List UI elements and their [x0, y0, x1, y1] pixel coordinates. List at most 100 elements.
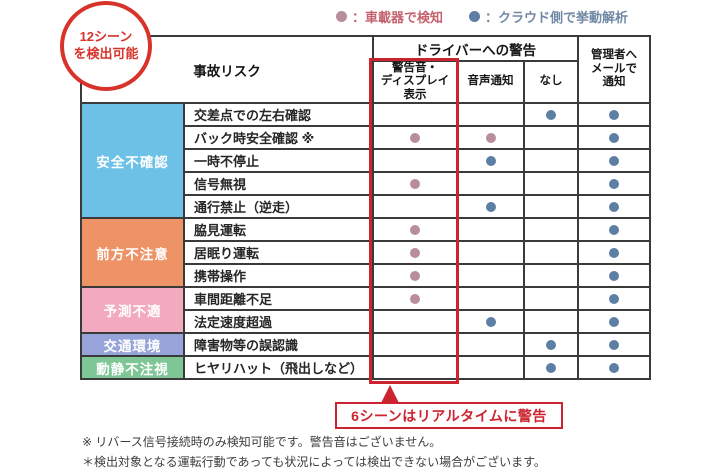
cloud-analysis-dot-icon — [546, 362, 556, 373]
driver-warning-header: ドライバーへの警告 — [374, 37, 579, 62]
alert-dot-cell — [374, 311, 458, 334]
alert-dot-cell — [374, 173, 458, 196]
voice-notify-header: 音声通知 — [458, 62, 525, 104]
alert-dot-cell — [374, 288, 458, 311]
admin-mail-header: 管理者へ メールで 通知 — [579, 37, 651, 104]
onboard-detect-dot-icon — [410, 224, 420, 235]
mail-dot-cell — [579, 357, 651, 380]
behavior-cell: 車間距離不足 — [185, 288, 374, 311]
behavior-cell: 居眠り運転 — [185, 242, 374, 265]
onboard-device-dot-icon — [336, 11, 347, 22]
none-dot-cell — [525, 127, 579, 150]
voice-dot-cell — [458, 196, 525, 219]
none-dot-cell — [525, 104, 579, 127]
legend: ：車載器で検知 ：クラウド側で挙動解析 — [336, 7, 628, 26]
alert-dot-cell — [374, 242, 458, 265]
mail-dot-cell — [579, 173, 651, 196]
cloud-analysis-dot-icon — [609, 155, 619, 166]
voice-dot-cell — [458, 265, 525, 288]
cloud-analysis-dot-icon — [609, 224, 619, 235]
cloud-analysis-dot-icon — [546, 339, 556, 350]
none-dot-cell — [525, 219, 579, 242]
voice-dot-cell — [458, 219, 525, 242]
none-dot-cell — [525, 334, 579, 357]
none-dot-cell — [525, 242, 579, 265]
mail-dot-cell — [579, 242, 651, 265]
mail-dot-cell — [579, 311, 651, 334]
category-traffic-environment: 交通環境 — [82, 334, 185, 357]
voice-dot-cell — [458, 357, 525, 380]
legend-onboard-label: ：車載器で検知 — [352, 10, 444, 25]
footnote-reverse-signal: ※ リバース信号接続時のみ検知可能です。警告音はございません。 — [82, 435, 442, 449]
alert-dot-cell — [374, 357, 458, 380]
none-dot-cell — [525, 150, 579, 173]
none-dot-cell — [525, 357, 579, 380]
voice-dot-cell — [458, 104, 525, 127]
alert-dot-cell — [374, 150, 458, 173]
mail-dot-cell — [579, 265, 651, 288]
cloud-analysis-dot-icon — [609, 132, 619, 143]
detectable-scenes-badge: 12シーン を検出可能 — [60, 1, 152, 91]
voice-dot-cell — [458, 311, 525, 334]
voice-dot-cell — [458, 334, 525, 357]
callout-arrow-icon — [381, 385, 399, 403]
detectable-scenes-text: 12シーン を検出可能 — [73, 29, 139, 61]
none-dot-cell — [525, 196, 579, 219]
category-safety-check: 安全不確認 — [82, 104, 185, 219]
mail-dot-cell — [579, 104, 651, 127]
behavior-cell: 信号無視 — [185, 173, 374, 196]
cloud-analysis-dot-icon — [609, 247, 619, 258]
behavior-cell: 一時不停止 — [185, 150, 374, 173]
onboard-detect-dot-icon — [410, 293, 420, 304]
category-movement-inattention: 動静不注視 — [82, 357, 185, 380]
legend-cloud-label: ：クラウド側で挙動解析 — [485, 10, 629, 25]
alert-dot-cell — [374, 265, 458, 288]
cloud-analysis-dot-icon — [485, 201, 496, 212]
onboard-detect-dot-icon — [410, 247, 420, 258]
callout-text: 6シーンはリアルタイムに警告 — [351, 407, 547, 424]
none-dot-cell — [525, 311, 579, 334]
cloud-analysis-dot-icon — [609, 362, 619, 373]
cloud-analysis-dot-icon — [609, 316, 619, 327]
onboard-detect-dot-icon — [410, 270, 420, 281]
risk-table: 事故リスク ドライバーへの警告 管理者へ メールで 通知 警告音・ ディスプレイ… — [80, 35, 651, 380]
none-dot-cell — [525, 265, 579, 288]
alert-dot-cell — [374, 196, 458, 219]
alert-display-header: 警告音・ ディスプレイ 表示 — [374, 62, 458, 104]
none-dot-cell — [525, 288, 579, 311]
onboard-detect-dot-icon — [485, 132, 496, 143]
mail-dot-cell — [579, 127, 651, 150]
cloud-analysis-dot-icon — [609, 339, 619, 350]
onboard-detect-dot-icon — [410, 178, 420, 189]
footnotes: ※ リバース信号接続時のみ検知可能です。警告音はございません。 ＊検出対象となる… — [82, 432, 546, 473]
mail-dot-cell — [579, 219, 651, 242]
category-forward-inattention: 前方不注意 — [82, 219, 185, 288]
cloud-analysis-dot-icon — [609, 201, 619, 212]
cloud-analysis-dot-icon — [609, 109, 619, 120]
voice-dot-cell — [458, 288, 525, 311]
legend-item-cloud: ：クラウド側で挙動解析 — [469, 7, 628, 26]
alert-dot-cell — [374, 334, 458, 357]
alert-dot-cell — [374, 127, 458, 150]
cloud-analysis-dot-icon — [485, 155, 496, 166]
cloud-analysis-dot-icon — [609, 293, 619, 304]
mail-dot-cell — [579, 196, 651, 219]
behavior-cell: 障害物等の誤認識 — [185, 334, 374, 357]
none-dot-cell — [525, 173, 579, 196]
behavior-cell: 脇見運転 — [185, 219, 374, 242]
behavior-cell: 通行禁止（逆走） — [185, 196, 374, 219]
voice-dot-cell — [458, 150, 525, 173]
realtime-warning-callout: 6シーンはリアルタイムに警告 — [335, 402, 563, 429]
behavior-cell: 携帯操作 — [185, 265, 374, 288]
mail-dot-cell — [579, 150, 651, 173]
cloud-analysis-dot-icon — [469, 11, 481, 22]
behavior-cell: 交差点での左右確認 — [185, 104, 374, 127]
alert-dot-cell — [374, 219, 458, 242]
mail-dot-cell — [579, 334, 651, 357]
voice-dot-cell — [458, 127, 525, 150]
alert-dot-cell — [374, 104, 458, 127]
behavior-cell: 法定速度超過 — [185, 311, 374, 334]
voice-dot-cell — [458, 173, 525, 196]
voice-dot-cell — [458, 242, 525, 265]
cloud-analysis-dot-icon — [546, 109, 556, 120]
